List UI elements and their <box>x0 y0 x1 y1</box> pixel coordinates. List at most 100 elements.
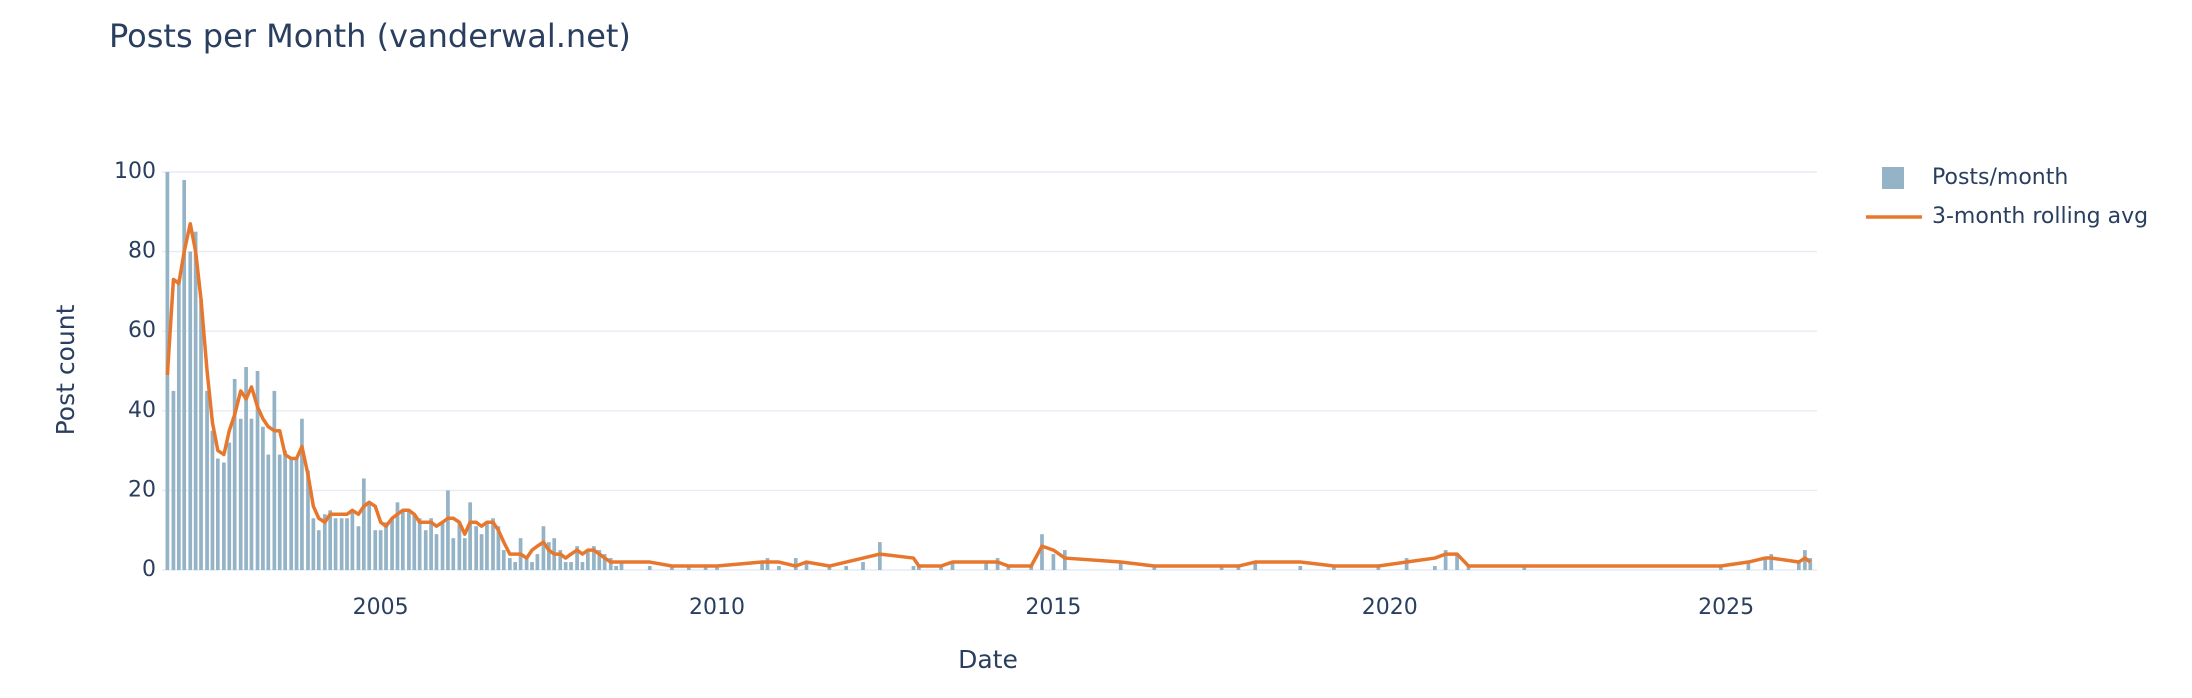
bar <box>1466 566 1471 570</box>
bar <box>373 530 378 570</box>
bar <box>1219 566 1224 570</box>
bar <box>602 554 607 570</box>
bar <box>507 558 512 570</box>
bar <box>1006 566 1011 570</box>
bar <box>457 522 462 570</box>
bar <box>546 542 551 570</box>
bar <box>563 562 568 570</box>
bar <box>289 458 294 570</box>
bar <box>210 430 215 570</box>
y-tick-label: 80 <box>128 239 156 264</box>
bar <box>939 566 943 570</box>
bar <box>306 470 310 570</box>
bar <box>984 562 988 570</box>
bar <box>580 562 585 570</box>
bar <box>569 562 573 570</box>
bar <box>468 502 472 570</box>
legend-label: 3-month rolling avg <box>1932 204 2148 229</box>
bar <box>322 514 327 570</box>
bar <box>911 566 916 570</box>
bar <box>703 566 708 570</box>
bar <box>686 566 691 570</box>
bar <box>266 454 271 570</box>
bar <box>608 558 613 570</box>
bar <box>1808 558 1813 570</box>
bar <box>485 522 489 570</box>
bar <box>1253 562 1258 570</box>
bar <box>182 179 187 570</box>
bar <box>390 518 394 570</box>
legend-label: Posts/month <box>1932 165 2068 190</box>
bar <box>339 518 344 570</box>
bar <box>272 390 277 570</box>
bar <box>1455 554 1459 570</box>
chart-title: Posts per Month (vanderwal.net) <box>109 17 631 55</box>
bar <box>311 518 316 570</box>
bar <box>440 522 445 570</box>
bar <box>222 462 226 570</box>
bar <box>777 566 781 570</box>
legend-swatch <box>1882 167 1904 189</box>
bar <box>188 251 193 570</box>
x-tick-label: 2025 <box>1698 595 1754 620</box>
bar <box>793 558 798 570</box>
bar <box>451 538 456 570</box>
bar <box>328 510 333 570</box>
bar <box>614 566 618 570</box>
bar <box>1376 566 1381 570</box>
bar <box>232 378 237 570</box>
bar <box>619 562 624 570</box>
bar <box>877 542 882 570</box>
bar <box>333 518 338 570</box>
y-axis-title: Post count <box>51 304 80 435</box>
bar <box>407 510 411 570</box>
bar <box>1062 550 1067 570</box>
bar <box>316 530 321 570</box>
bar <box>412 514 417 570</box>
bar <box>715 566 719 570</box>
bar <box>586 550 590 570</box>
bar <box>1051 554 1056 570</box>
bar <box>434 534 439 570</box>
bar <box>1152 566 1157 570</box>
x-tick-label: 2005 <box>353 595 409 620</box>
bar <box>429 518 433 570</box>
y-tick-label: 40 <box>128 398 156 423</box>
bar <box>474 526 479 570</box>
bar <box>356 526 361 570</box>
bar <box>378 530 383 570</box>
bar <box>827 566 832 570</box>
bar <box>535 554 540 570</box>
bar <box>1029 566 1034 570</box>
bar <box>765 558 770 570</box>
bar <box>462 538 467 570</box>
bar <box>541 526 546 570</box>
bar <box>367 502 372 570</box>
bar <box>950 562 955 570</box>
bar <box>261 426 265 570</box>
line <box>165 221 1812 568</box>
bar <box>917 566 921 570</box>
bar <box>491 518 495 570</box>
bar <box>294 458 299 570</box>
bar <box>400 510 405 570</box>
bar <box>558 550 563 570</box>
bar <box>592 546 596 570</box>
bar <box>255 371 260 570</box>
bar <box>1769 554 1774 570</box>
bar <box>1746 562 1751 570</box>
bar <box>199 299 203 570</box>
bar <box>597 550 602 570</box>
bar <box>1404 558 1409 570</box>
bar <box>300 418 304 570</box>
x-axis-title: Date <box>958 645 1018 674</box>
bar <box>1118 562 1123 570</box>
x-tick-label: 2010 <box>689 595 745 620</box>
bar <box>995 558 1000 570</box>
bar <box>215 458 220 570</box>
y-tick-label: 0 <box>142 557 156 582</box>
y-tick-label: 60 <box>128 318 156 343</box>
bar <box>1763 558 1768 570</box>
